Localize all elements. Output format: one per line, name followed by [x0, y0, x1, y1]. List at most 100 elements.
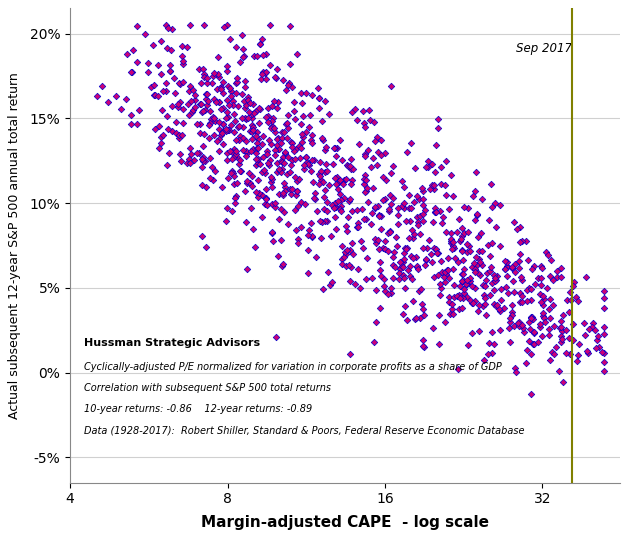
Point: [210, 69, 220, 77]
Point: [261, 49, 271, 58]
Point: [315, 234, 325, 243]
Point: [465, 296, 475, 305]
Point: [345, 263, 355, 271]
Point: [392, 211, 403, 220]
Point: [173, 133, 183, 142]
Point: [593, 331, 603, 340]
Point: [418, 217, 428, 225]
Point: [326, 231, 336, 240]
Point: [331, 225, 341, 233]
Point: [244, 168, 254, 177]
Point: [268, 175, 278, 183]
Point: [471, 253, 481, 261]
Point: [470, 216, 480, 224]
Point: [306, 138, 317, 147]
Point: [527, 313, 537, 322]
Point: [175, 79, 185, 88]
Point: [572, 357, 582, 366]
Point: [291, 226, 301, 235]
Point: [240, 187, 250, 195]
Point: [517, 292, 527, 301]
Point: [219, 89, 229, 97]
Point: [342, 213, 352, 222]
Point: [412, 262, 422, 271]
Point: [526, 314, 536, 323]
Point: [381, 176, 391, 185]
Point: [301, 128, 311, 136]
Point: [435, 162, 445, 171]
Point: [295, 175, 305, 183]
Point: [219, 23, 229, 32]
Point: [374, 210, 384, 219]
Point: [452, 228, 462, 237]
Point: [582, 347, 592, 356]
Point: [270, 199, 280, 207]
Point: [538, 301, 548, 309]
Text: Data (1928-2017):  Robert Shiller, Standard & Poors, Federal Reserve Economic Da: Data (1928-2017): Robert Shiller, Standa…: [84, 426, 524, 436]
Point: [426, 250, 436, 258]
Point: [273, 133, 283, 142]
Point: [371, 318, 381, 327]
Point: [453, 257, 463, 266]
Point: [590, 325, 600, 334]
Point: [284, 168, 295, 176]
Point: [266, 140, 276, 148]
Point: [220, 217, 230, 225]
Point: [538, 295, 548, 304]
Point: [379, 274, 389, 283]
Point: [505, 318, 515, 327]
Point: [542, 284, 552, 293]
Point: [209, 131, 219, 140]
Point: [257, 70, 267, 79]
Point: [462, 292, 472, 301]
Point: [252, 144, 263, 153]
Point: [229, 145, 239, 153]
Point: [290, 154, 300, 163]
Point: [408, 275, 418, 284]
Point: [176, 157, 187, 165]
Point: [380, 245, 390, 253]
Point: [252, 139, 262, 147]
Point: [338, 179, 348, 188]
Point: [241, 115, 251, 124]
Point: [420, 206, 430, 214]
Point: [270, 128, 280, 136]
Point: [253, 155, 263, 164]
Point: [143, 59, 153, 68]
Point: [241, 152, 251, 161]
Point: [234, 122, 244, 130]
Point: [335, 204, 345, 213]
Point: [489, 286, 499, 294]
Point: [430, 204, 440, 213]
Point: [404, 204, 414, 213]
Point: [548, 275, 558, 284]
Point: [540, 318, 550, 327]
Point: [236, 166, 246, 175]
Point: [284, 79, 295, 87]
Point: [358, 107, 368, 115]
Point: [257, 51, 268, 60]
Point: [313, 84, 323, 93]
Point: [437, 268, 447, 277]
Point: [296, 120, 306, 129]
Point: [367, 209, 377, 217]
Point: [247, 172, 257, 180]
Point: [392, 204, 403, 213]
Point: [182, 43, 192, 52]
Point: [171, 118, 181, 126]
Point: [359, 215, 369, 223]
Point: [359, 175, 369, 183]
Point: [427, 257, 437, 266]
Point: [190, 103, 200, 111]
Point: [261, 195, 271, 203]
Point: [457, 231, 467, 240]
Point: [517, 323, 528, 332]
Point: [492, 275, 502, 284]
Point: [455, 237, 465, 245]
Point: [484, 216, 494, 224]
Point: [278, 260, 288, 268]
Point: [441, 228, 451, 237]
Point: [428, 324, 438, 332]
Point: [457, 223, 467, 232]
Point: [485, 180, 495, 188]
